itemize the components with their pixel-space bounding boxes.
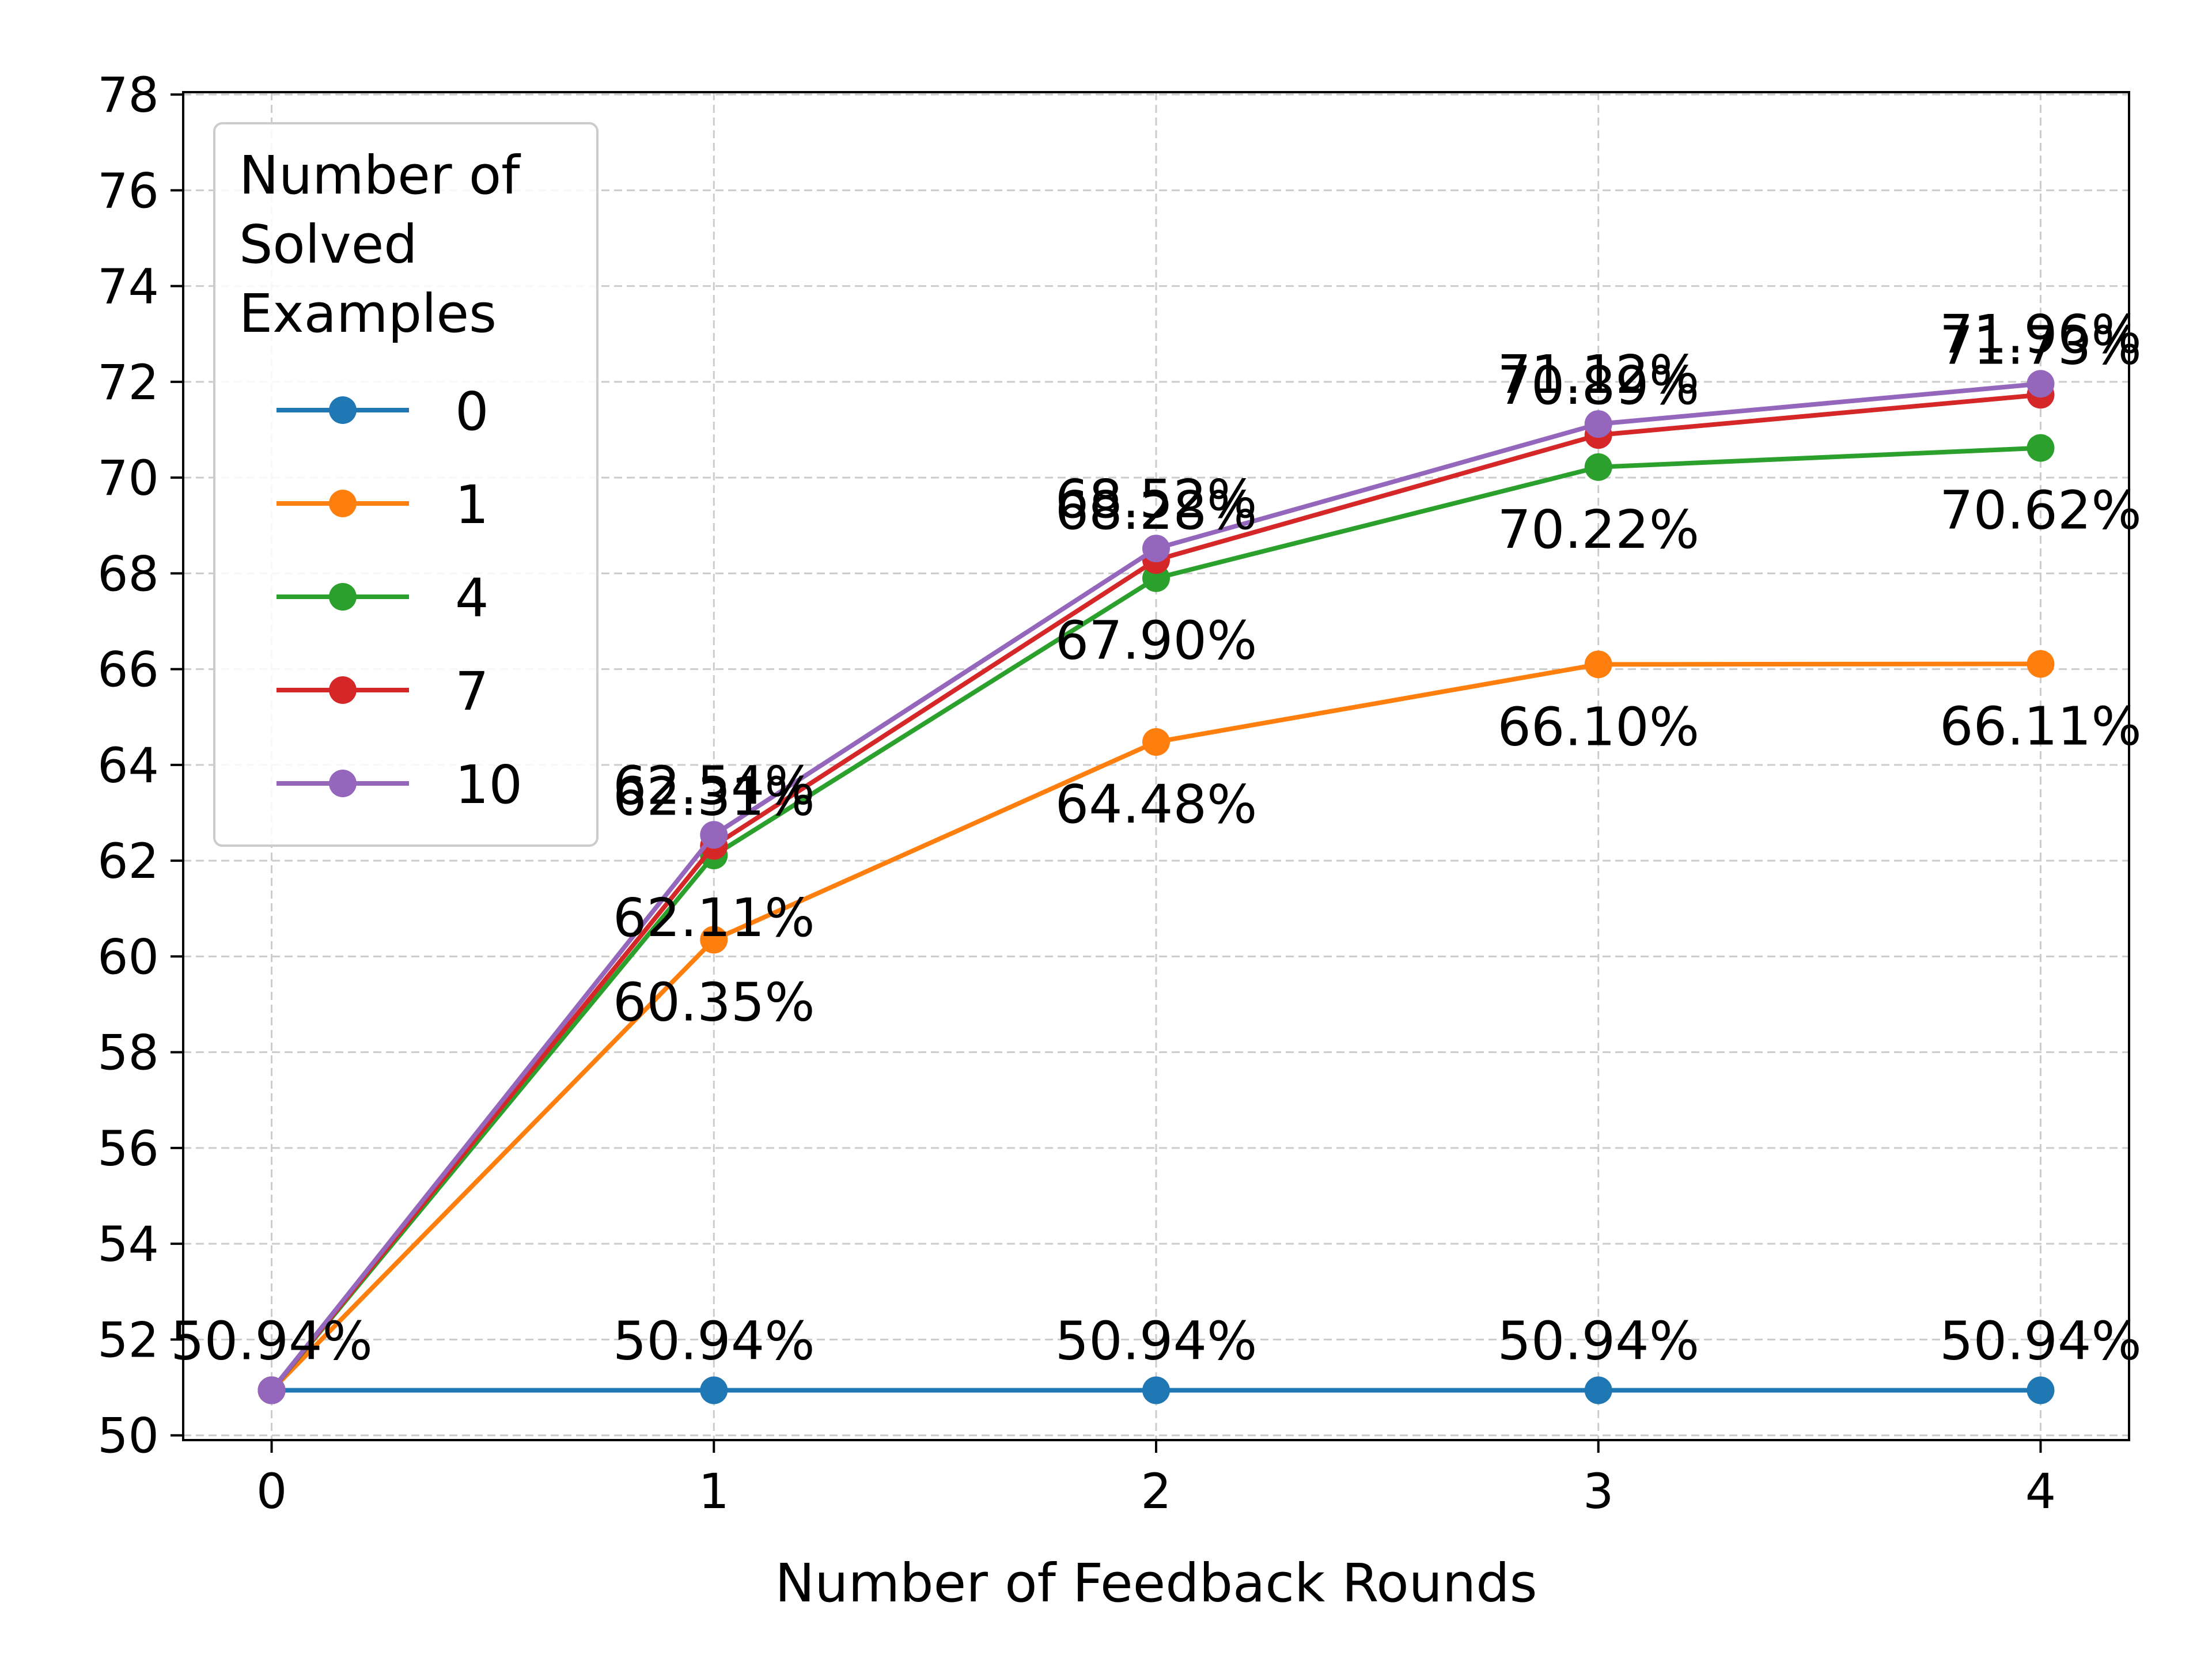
y-tick-label: 54: [97, 1216, 159, 1272]
legend-label-1: 1: [455, 474, 489, 536]
series-point-0: [1142, 1376, 1170, 1404]
legend-marker-7: [329, 676, 357, 704]
x-tick-label: 3: [1583, 1463, 1613, 1520]
data-label-1: 60.35%: [613, 971, 815, 1033]
y-tick-label: 68: [97, 546, 159, 602]
x-tick-label: 0: [256, 1463, 287, 1520]
data-label-7: 62.31%: [613, 766, 815, 827]
series-point-10: [257, 1376, 286, 1404]
legend-label-10: 10: [455, 754, 522, 816]
data-labels: 50.94% 50.94% 50.94% 50.94% 50.94% 60.35% 64.4…: [171, 304, 2142, 1372]
y-tick-label: 56: [97, 1120, 159, 1177]
y-tick-label: 78: [97, 67, 159, 123]
y-tick-label: 76: [97, 162, 159, 219]
y-tick-label: 66: [97, 642, 159, 698]
data-label-10: 71.96%: [1940, 304, 2142, 365]
legend: Number of Solved Examples 0 1 4 7 10: [213, 122, 599, 847]
data-label-0: 50.94%: [613, 1310, 815, 1372]
legend-label-7: 7: [455, 661, 489, 722]
legend-marker-4: [329, 583, 357, 611]
y-tick-label: 58: [97, 1025, 159, 1081]
legend-title-line: Examples: [239, 283, 497, 344]
data-label-7: 71.73%: [1940, 315, 2142, 376]
data-label-10: 62.54%: [613, 755, 815, 816]
data-label-4: 67.90%: [1055, 610, 1257, 672]
legend-label-4: 4: [455, 567, 489, 629]
series-layer: [257, 370, 2055, 1404]
y-tick-label: 64: [97, 737, 159, 794]
legend-marker-0: [329, 396, 357, 424]
legend-title-line: Number of: [239, 145, 521, 206]
legend-box: [213, 122, 599, 847]
x-axis-label: Number of Feedback Rounds: [775, 1552, 1537, 1614]
y-tick-label: 62: [97, 833, 159, 889]
legend-marker-1: [329, 490, 357, 517]
series-point-0: [1584, 1376, 1612, 1404]
series-point-10: [700, 821, 728, 849]
series-point-10: [1142, 535, 1170, 563]
legend-title-line: Solved: [239, 214, 418, 275]
data-label-7: 68.28%: [1055, 480, 1257, 541]
y-tick-label: 74: [97, 259, 159, 315]
data-label-1: 66.11%: [1940, 696, 2142, 757]
data-label-4: 70.62%: [1940, 480, 2142, 541]
data-label-10: 68.52%: [1055, 468, 1257, 530]
series-point-1: [700, 926, 728, 954]
x-tick-label: 2: [1141, 1463, 1171, 1520]
legend-title: Number of Solved Examples: [239, 145, 521, 344]
y-tick-label: 70: [97, 450, 159, 506]
data-label-1: 66.10%: [1497, 696, 1699, 757]
series-point-4: [2027, 434, 2055, 462]
series-point-0: [700, 1376, 728, 1404]
series-point-4: [1584, 453, 1612, 481]
data-label-4: 70.22%: [1497, 499, 1699, 560]
legend-marker-10: [329, 770, 357, 797]
data-label-1: 64.48%: [1055, 774, 1257, 835]
series-point-10: [1584, 410, 1612, 438]
series-point-1: [2027, 650, 2055, 678]
y-tick-label: 50: [97, 1408, 159, 1464]
series-point-1: [1142, 728, 1170, 756]
y-tick-label: 60: [97, 929, 159, 985]
data-label-0: 50.94%: [1055, 1310, 1257, 1372]
series-point-10: [2027, 370, 2055, 398]
series-point-0: [2027, 1376, 2055, 1404]
data-label-7: 70.89%: [1497, 355, 1699, 416]
legend-label-0: 0: [455, 381, 489, 442]
y-tick-label: 72: [97, 354, 159, 411]
x-tick-label: 1: [699, 1463, 729, 1520]
data-label-0: 50.94%: [171, 1310, 373, 1372]
data-label-0: 50.94%: [1940, 1310, 2142, 1372]
data-label-10: 71.12%: [1497, 344, 1699, 406]
data-label-4: 62.11%: [613, 887, 815, 949]
x-tick-label: 4: [2025, 1463, 2056, 1520]
data-label-0: 50.94%: [1497, 1310, 1699, 1372]
series-point-1: [1584, 650, 1612, 679]
y-tick-label: 52: [97, 1312, 159, 1368]
